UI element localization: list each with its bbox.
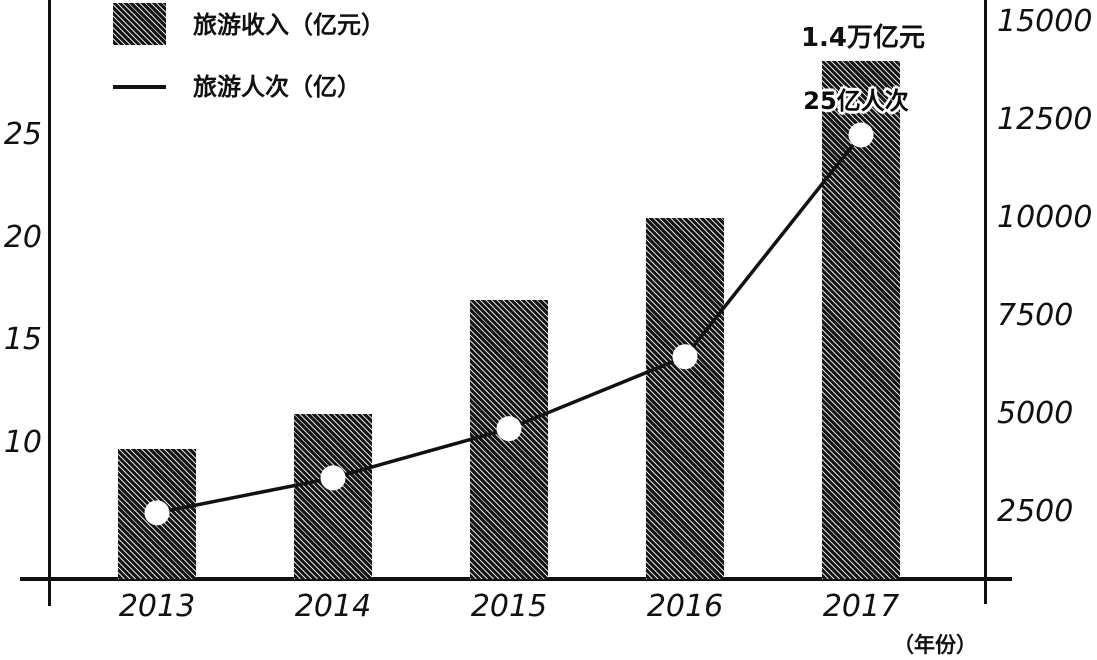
legend-bar-swatch-icon xyxy=(113,3,166,45)
right-axis-tick-label: 12500 xyxy=(997,102,1093,137)
left-axis-tick-label: 10 xyxy=(3,425,42,460)
legend-label-revenue: 旅游收入（亿元） xyxy=(193,11,385,39)
x-axis-label-2017: 2017 xyxy=(822,589,900,624)
revenue-bar-2016 xyxy=(646,218,724,579)
right-axis-tick-label: 2500 xyxy=(997,494,1074,529)
x-axis-label-2013: 2013 xyxy=(118,589,196,624)
x-axis-label-2014: 2014 xyxy=(294,589,372,624)
left-axis-tick-label: 20 xyxy=(3,219,42,255)
revenue-bar-2015 xyxy=(470,300,548,579)
right-axis-tick-label: 5000 xyxy=(997,396,1074,431)
annotation-trips-2017: 25亿人次 xyxy=(803,87,909,115)
left-axis-tick-label: 15 xyxy=(3,322,42,358)
right-axis-tick-label: 15000 xyxy=(997,4,1093,39)
x-axis-line xyxy=(20,577,1012,581)
legend-line-swatch-icon xyxy=(113,85,166,89)
revenue-bar-2013 xyxy=(118,449,196,579)
right-axis-tick-label: 7500 xyxy=(997,298,1074,333)
x-axis-label-2016: 2016 xyxy=(646,589,724,624)
annotation-revenue-2017: 1.4万亿元 xyxy=(800,23,926,54)
right-axis-tick-label: 10000 xyxy=(997,200,1093,235)
x-axis-unit-label: （年份） xyxy=(893,633,977,657)
left-y-axis-line xyxy=(48,0,51,606)
x-axis-label-2015: 2015 xyxy=(470,589,548,624)
legend-label-trips: 旅游人次（亿） xyxy=(193,73,361,101)
revenue-bar-2017 xyxy=(822,61,900,579)
left-axis-tick-label: 25 xyxy=(3,117,42,152)
revenue-bar-2014 xyxy=(294,414,372,579)
right-y-axis-line xyxy=(984,0,987,604)
